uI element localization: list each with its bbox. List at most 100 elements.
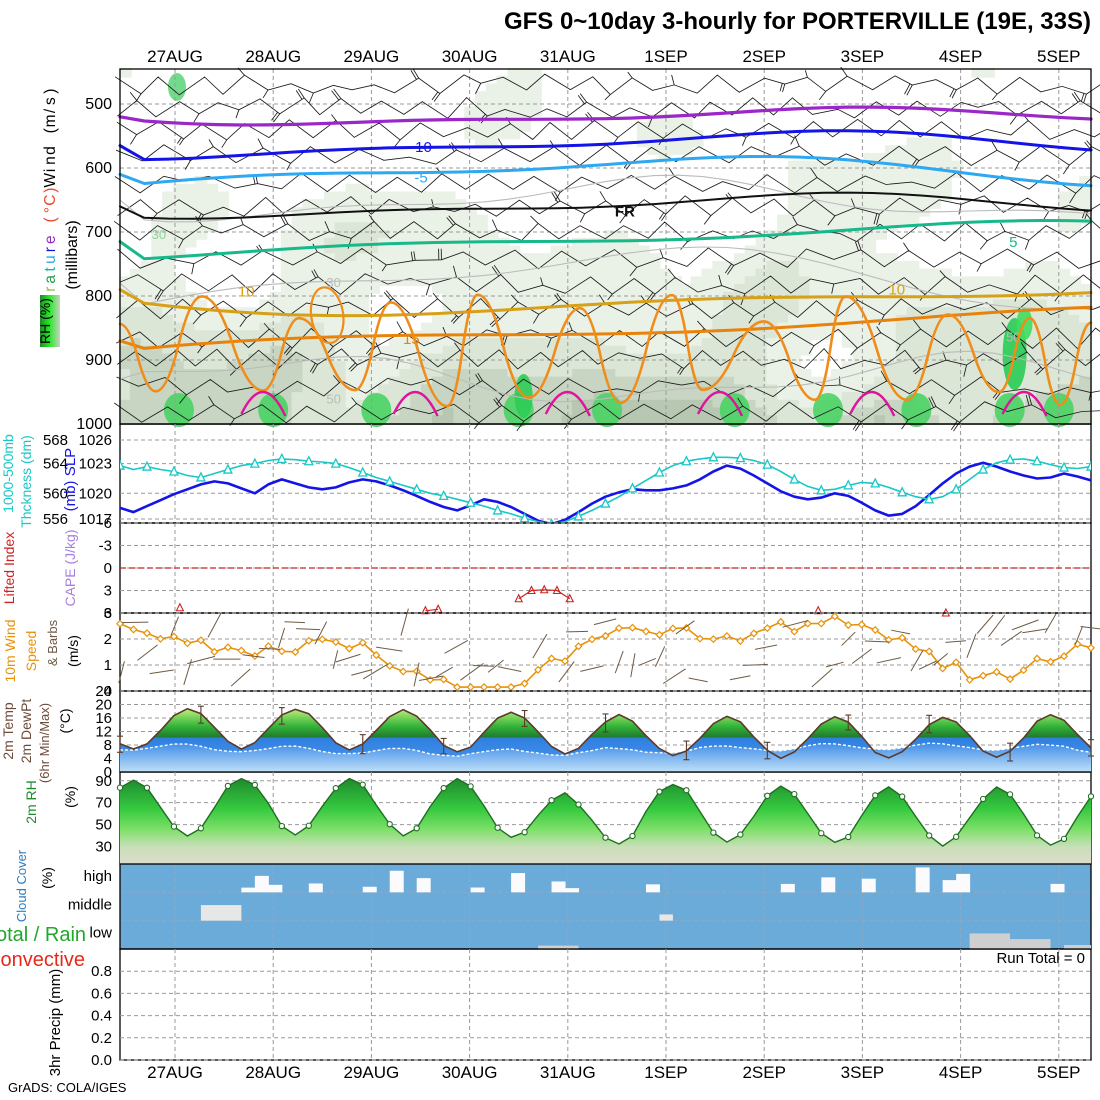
svg-text:5: 5	[1009, 234, 1017, 251]
svg-text:low: low	[89, 925, 112, 942]
svg-text:30AUG: 30AUG	[442, 47, 498, 66]
svg-text:0.8: 0.8	[91, 963, 112, 980]
svg-text:0.2: 0.2	[91, 1030, 112, 1047]
svg-text:W: W	[42, 173, 59, 188]
svg-text:1000-500mb: 1000-500mb	[0, 434, 16, 513]
svg-text:2: 2	[104, 631, 112, 648]
svg-text:2SEP: 2SEP	[742, 1063, 785, 1082]
svg-text:s: s	[42, 97, 59, 105]
svg-text:28AUG: 28AUG	[245, 47, 301, 66]
svg-text:31AUG: 31AUG	[540, 47, 596, 66]
svg-text:5SEP: 5SEP	[1037, 1063, 1080, 1082]
svg-text:FR: FR	[615, 203, 635, 220]
svg-text:i: i	[42, 169, 59, 172]
svg-text:50: 50	[95, 817, 112, 834]
svg-text:4SEP: 4SEP	[939, 47, 982, 66]
svg-text:m: m	[42, 114, 59, 127]
svg-text:high: high	[84, 868, 112, 885]
svg-text:SLP: SLP	[62, 448, 79, 476]
svg-text:(m/s): (m/s)	[65, 635, 81, 667]
svg-text:a: a	[42, 275, 59, 284]
svg-text:500: 500	[85, 96, 112, 113]
svg-text:5SEP: 5SEP	[1037, 47, 1080, 66]
svg-text:(°C): (°C)	[57, 708, 73, 733]
svg-text:t: t	[42, 267, 59, 272]
svg-text:RH (%): RH (%)	[37, 298, 53, 344]
svg-text:r: r	[42, 287, 59, 292]
svg-text:Thckness (dm): Thckness (dm)	[18, 435, 34, 528]
svg-text:600: 600	[85, 160, 112, 177]
svg-text:27AUG: 27AUG	[147, 1063, 203, 1082]
svg-text:n: n	[42, 156, 59, 165]
svg-text:e: e	[42, 235, 59, 244]
svg-text:4SEP: 4SEP	[939, 1063, 982, 1082]
svg-text:Total / Rain: Total / Rain	[0, 924, 86, 946]
svg-text:3: 3	[104, 605, 112, 622]
svg-text:3SEP: 3SEP	[841, 1063, 884, 1082]
svg-text:r: r	[42, 247, 59, 252]
svg-text:CAPE (J/kg): CAPE (J/kg)	[62, 529, 78, 606]
svg-text:-6: -6	[99, 515, 112, 532]
svg-text:28AUG: 28AUG	[245, 1063, 301, 1082]
svg-text:C: C	[42, 194, 59, 205]
svg-text:(millibars): (millibars)	[64, 220, 81, 289]
svg-text:GrADS: COLA/IGES: GrADS: COLA/IGES	[8, 1080, 127, 1095]
svg-text:d: d	[42, 146, 59, 155]
svg-text:30AUG: 30AUG	[442, 1063, 498, 1082]
svg-text:Convective: Convective	[0, 949, 85, 971]
svg-text:1SEP: 1SEP	[644, 1063, 687, 1082]
svg-text:-10: -10	[410, 139, 432, 156]
svg-text:90: 90	[95, 773, 112, 790]
svg-text:30: 30	[152, 227, 166, 242]
svg-text:Run Total = 0: Run Total = 0	[996, 950, 1085, 967]
svg-text:Lifted Index: Lifted Index	[1, 532, 17, 604]
svg-text:-3: -3	[99, 538, 112, 555]
svg-text:1000: 1000	[76, 416, 112, 433]
svg-text:24: 24	[95, 683, 112, 700]
svg-text:GFS 0~10day 3-hourly for PORTE: GFS 0~10day 3-hourly for PORTERVILLE (19…	[504, 8, 1091, 35]
svg-text:31AUG: 31AUG	[540, 1063, 596, 1082]
svg-text:10m Wind: 10m Wind	[2, 619, 18, 682]
svg-text:3hr Precip (mm): 3hr Precip (mm)	[47, 969, 64, 1077]
svg-text:(: (	[42, 216, 59, 222]
svg-text:10: 10	[888, 282, 905, 299]
svg-text:29AUG: 29AUG	[344, 47, 400, 66]
svg-text:(mb): (mb)	[62, 481, 79, 512]
svg-text:1SEP: 1SEP	[644, 47, 687, 66]
svg-text:30: 30	[95, 838, 112, 855]
svg-text:900: 900	[85, 352, 112, 369]
svg-text:Speed: Speed	[23, 631, 39, 671]
svg-text:(6hr Min/Max): (6hr Min/Max)	[37, 703, 52, 783]
svg-text:800: 800	[85, 288, 112, 305]
svg-text:70: 70	[95, 795, 112, 812]
svg-text:3SEP: 3SEP	[841, 47, 884, 66]
svg-text:& Barbs: & Barbs	[45, 619, 60, 666]
svg-text:middle: middle	[68, 896, 112, 913]
svg-text:556: 556	[43, 511, 68, 528]
svg-text:1023: 1023	[79, 456, 112, 473]
svg-text:50: 50	[326, 391, 340, 406]
svg-text:10: 10	[238, 284, 255, 301]
svg-text:2m DewPt: 2m DewPt	[18, 699, 34, 764]
svg-text:3: 3	[104, 583, 112, 600]
svg-text:0.6: 0.6	[91, 985, 112, 1002]
svg-text:-5: -5	[414, 170, 427, 187]
svg-text:): )	[42, 89, 59, 94]
svg-text:°: °	[42, 207, 59, 213]
svg-text:0.4: 0.4	[91, 1008, 112, 1025]
svg-text:u: u	[42, 255, 59, 264]
svg-text:1: 1	[104, 657, 112, 674]
svg-text:2m Temp: 2m Temp	[0, 702, 16, 760]
svg-text:(%): (%)	[39, 867, 55, 889]
svg-text:2m RH: 2m RH	[23, 780, 39, 824]
svg-text:27AUG: 27AUG	[147, 47, 203, 66]
svg-text:29AUG: 29AUG	[344, 1063, 400, 1082]
svg-text:(%): (%)	[62, 786, 78, 808]
svg-text:1026: 1026	[79, 432, 112, 449]
svg-text:2SEP: 2SEP	[742, 47, 785, 66]
svg-text:/: /	[42, 108, 59, 113]
svg-text:568: 568	[43, 432, 68, 449]
svg-text:Cloud Cover: Cloud Cover	[14, 849, 29, 922]
svg-text:0: 0	[104, 560, 112, 577]
svg-text:0.0: 0.0	[91, 1052, 112, 1069]
